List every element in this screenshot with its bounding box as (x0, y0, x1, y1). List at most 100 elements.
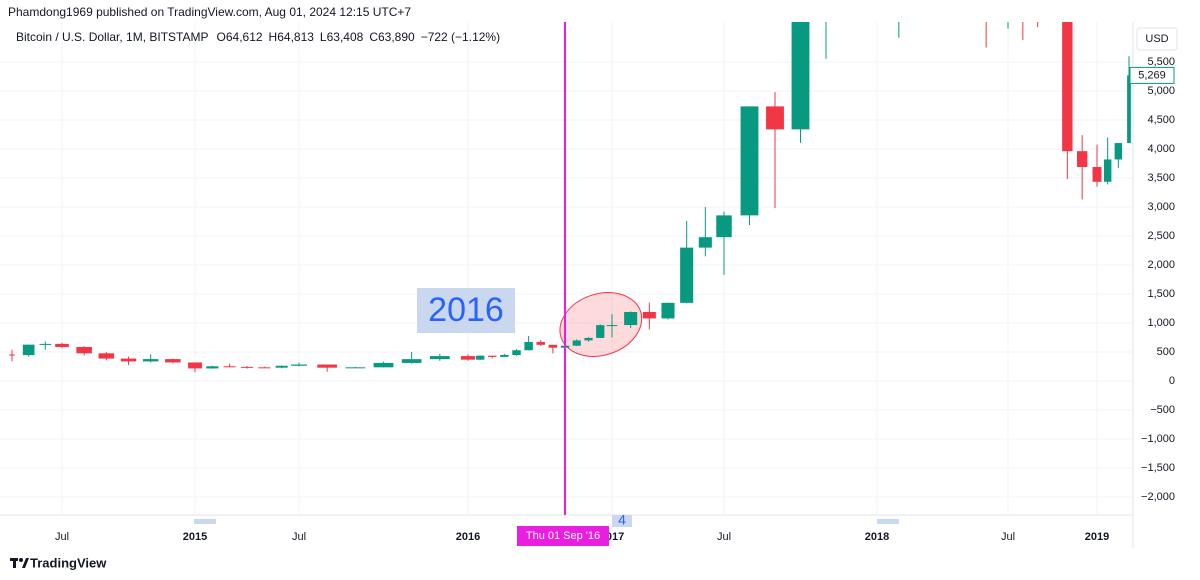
y-tick-label: 3,500 (1147, 172, 1175, 184)
x-tick-label: 2015 (183, 531, 207, 543)
candle-body (1114, 143, 1123, 160)
axis-highlight (194, 519, 216, 524)
candle-body (817, 0, 835, 7)
candle-body (55, 343, 69, 347)
candle-body (373, 362, 394, 368)
currency: USD (1145, 33, 1168, 45)
candle-body (275, 365, 288, 368)
candle-body (791, 22, 810, 130)
y-tick-label: 3,000 (1147, 201, 1175, 213)
publish-info: Phamdong1969 published on TradingView.co… (8, 5, 411, 19)
ohlc-item: 63,890 (378, 30, 415, 44)
y-tick-label: 5,000 (1147, 85, 1175, 97)
candle-body (120, 358, 137, 362)
currency-box[interactable] (1136, 27, 1178, 51)
x-tick-label: Jul (292, 531, 306, 543)
ohlc-item: H (269, 30, 278, 44)
x-tick-label: Jul (1001, 531, 1015, 543)
candle-body (536, 341, 545, 345)
candle-body (76, 346, 92, 354)
plot-area (0, 0, 1133, 515)
ohlc-item: −722 (−1.12%) (421, 30, 500, 44)
candle-body (1047, 0, 1057, 16)
symbol-name: Bitcoin / U.S. Dollar, 1M, BITSTAMP (16, 30, 209, 44)
logo (10, 558, 29, 568)
candle-body (500, 355, 509, 357)
partial-label-box (612, 515, 632, 527)
ohlc-item: 64,612 (226, 30, 263, 44)
candle-body (716, 215, 732, 238)
crosshair-label-box (517, 526, 609, 546)
candle-body (572, 340, 581, 346)
x-tick-label: 2016 (456, 531, 480, 543)
candle-body (596, 325, 605, 338)
candle-body (317, 364, 338, 368)
candle-body (698, 237, 712, 248)
axis-highlight (877, 519, 899, 524)
candle-body (9, 354, 15, 356)
crosshair-label: Thu 01 Sep '16 (526, 530, 600, 542)
x-tick-label: Jul (717, 531, 731, 543)
ohlc-item: 63,408 (327, 30, 364, 44)
ohlc-item: 64,813 (277, 30, 314, 44)
candle-body (548, 344, 558, 348)
candle-body (584, 337, 593, 341)
y-tick-label: 0 (1169, 375, 1175, 387)
partial-label: 4 (618, 512, 626, 528)
ohlc-item: L (320, 30, 327, 44)
candle-body (345, 367, 366, 369)
candle-body (642, 312, 656, 319)
candle-body (488, 355, 497, 357)
candle-body (401, 359, 422, 363)
candle-body (1127, 75, 1131, 144)
candle-body (240, 366, 254, 368)
x-tick-label: Jul (55, 531, 69, 543)
candle-body (22, 344, 35, 356)
candle-body (98, 353, 115, 359)
candle-body (429, 356, 450, 360)
candle-body (206, 366, 219, 369)
annotation-box (417, 288, 515, 333)
y-tick-label: 1,500 (1147, 288, 1175, 300)
candle-body (624, 312, 638, 326)
y-tick-label: 4,000 (1147, 143, 1175, 155)
annotation: 2016 (428, 291, 504, 329)
candle-body (1002, 0, 1015, 10)
y-tick-label: −1,000 (1141, 433, 1175, 445)
candle-body (1076, 151, 1088, 167)
candle-body (475, 355, 485, 360)
candle-body (188, 362, 202, 369)
ohlc-item: C (369, 30, 378, 44)
y-tick-label: −1,500 (1141, 462, 1175, 474)
candle-body (740, 106, 759, 216)
y-tick-label: 2,500 (1147, 230, 1175, 242)
candle-body (39, 343, 52, 345)
y-tick-label: 5,500 (1147, 56, 1175, 68)
candle-body (661, 302, 675, 319)
candle-body (460, 356, 476, 360)
candle-body (223, 366, 236, 368)
footer-brand: TradingView (30, 555, 107, 570)
y-tick-label: 4,500 (1147, 114, 1175, 126)
candle-body (512, 350, 521, 356)
x-tick-label: 2019 (1085, 531, 1109, 543)
ohlc-item: O (217, 30, 226, 44)
candle-body (291, 364, 307, 366)
y-tick-label: 1,000 (1147, 317, 1175, 329)
y-tick-label: 2,000 (1147, 259, 1175, 271)
candle-body (979, 0, 994, 10)
candle-body (142, 359, 159, 362)
candle-body (680, 247, 694, 303)
candle-body (258, 367, 271, 369)
highlight-ellipse (559, 292, 643, 357)
candle-body (766, 106, 784, 130)
last-price-box (1129, 66, 1175, 84)
x-tick-label: 2018 (865, 531, 889, 543)
candle-body (606, 325, 618, 327)
candle-body (1103, 159, 1112, 182)
y-tick-label: −2,000 (1141, 491, 1175, 503)
y-tick-label: −500 (1150, 404, 1175, 416)
y-tick-label: 500 (1157, 346, 1175, 358)
candle-body (524, 341, 533, 351)
